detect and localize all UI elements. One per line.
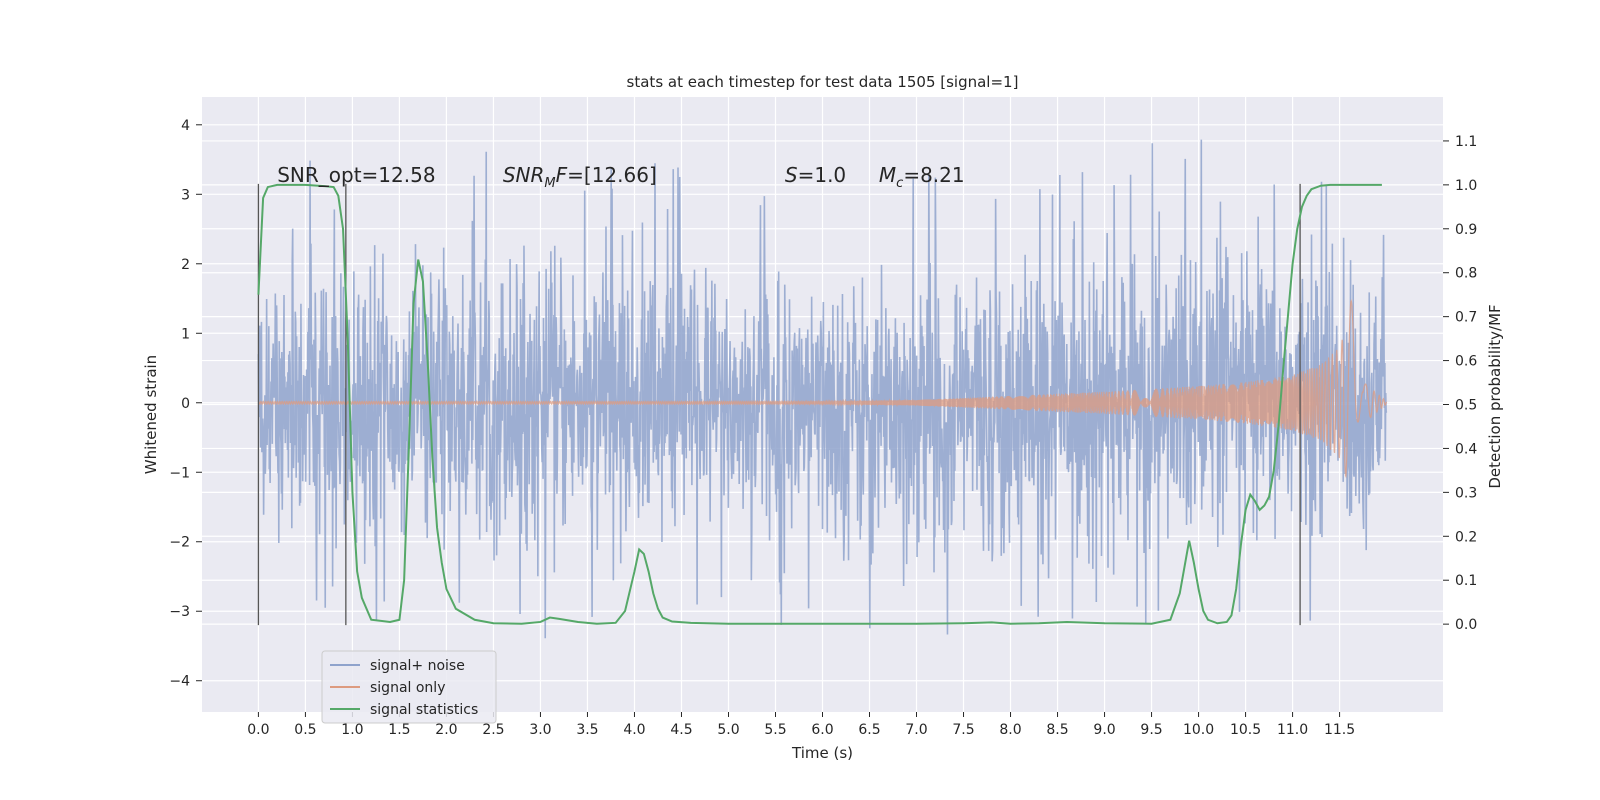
series-layer	[257, 139, 1388, 639]
x-tick-label: 6.0	[811, 722, 833, 738]
legend-box	[321, 650, 497, 724]
y-right-tick-label: 0.3	[1455, 485, 1477, 501]
series-signal-statistics	[257, 183, 1382, 625]
x-tick-label: 10.0	[1183, 722, 1214, 738]
x-tick-label: 11.0	[1277, 722, 1308, 738]
y-axis-right-ticks: 0.0 0.1 0.2 0.3 0.4 0.5 0.6 0.7 0.8 0.9 1.0 1.1	[1443, 134, 1477, 633]
x-tick-label: 8.0	[999, 722, 1021, 738]
y-axis-left-ticks: −4 −3 −2 −1 0 1 2 3 4	[169, 118, 202, 690]
y-right-tick-label: 0.0	[1455, 617, 1477, 633]
y-right-tick-label: 0.8	[1455, 266, 1477, 282]
series-signal-noise	[257, 139, 1388, 639]
x-tick-label: 9.0	[1093, 722, 1115, 738]
y-left-tick-label: −2	[169, 535, 190, 551]
y-axis-left-label: Whitened strain	[142, 355, 160, 474]
annotation-2: S=1.0	[785, 163, 846, 187]
x-tick-label: 5.5	[764, 722, 786, 738]
y-left-tick-label: 3	[181, 187, 190, 203]
x-tick-label: 9.5	[1140, 722, 1162, 738]
x-tick-label: 11.5	[1324, 722, 1355, 738]
y-right-tick-label: 0.9	[1455, 222, 1477, 238]
x-tick-label: 6.5	[858, 722, 880, 738]
y-right-tick-label: 1.1	[1455, 134, 1477, 150]
x-axis-label: Time (s)	[791, 744, 853, 762]
y-right-tick-label: 0.4	[1455, 441, 1477, 457]
y-right-tick-label: 0.7	[1455, 310, 1477, 326]
y-left-tick-label: −1	[169, 465, 190, 481]
x-tick-label: 8.5	[1046, 722, 1068, 738]
annotations: SNR_opt=12.58 SNRMF=[12.66] S=1.0 Mc=8.21	[277, 163, 964, 191]
legend-label-2: signal statistics	[370, 702, 478, 718]
y-left-tick-label: −4	[169, 674, 190, 690]
annotation-3: Mc=8.21	[879, 163, 965, 191]
y-right-tick-label: 0.2	[1455, 529, 1477, 545]
x-tick-label: 7.5	[952, 722, 974, 738]
y-axis-right-label: Detection probability/MF	[1486, 304, 1504, 488]
x-tick-label: 0.0	[247, 722, 269, 738]
y-right-tick-label: 0.6	[1455, 354, 1477, 370]
x-tick-label: 10.5	[1230, 722, 1261, 738]
legend: signal+ noise signal only signal statistic…	[321, 650, 497, 724]
x-tick-label: 5.0	[717, 722, 739, 738]
x-tick-label: 7.0	[905, 722, 927, 738]
x-tick-label: 2.5	[482, 722, 504, 738]
y-right-tick-label: 1.0	[1455, 178, 1477, 194]
x-tick-label: 1.0	[341, 722, 363, 738]
x-tick-label: 3.0	[529, 722, 551, 738]
annotation-0: SNR_opt=12.58	[277, 163, 435, 187]
chart-title: stats at each timestep for test data 150…	[627, 73, 1019, 91]
series-signal-only	[257, 298, 1388, 479]
x-tick-label: 3.5	[576, 722, 598, 738]
x-tick-label: 2.0	[435, 722, 457, 738]
y-right-tick-label: 0.1	[1455, 573, 1477, 589]
y-left-tick-label: 2	[181, 257, 190, 273]
x-axis-ticks: 0.0 0.5 1.0 1.5 2.0 2.5 3.0 3.5 4.0 4.5 5.0 5.5 6.0 6…	[247, 712, 1355, 738]
y-right-tick-label: 0.5	[1455, 398, 1477, 414]
legend-label-1: signal only	[370, 680, 445, 696]
x-tick-label: 4.0	[623, 722, 645, 738]
y-left-tick-label: 4	[181, 118, 190, 134]
y-left-tick-label: −3	[169, 604, 190, 620]
legend-label-0: signal+ noise	[370, 658, 465, 674]
annotation-1: SNRMF=[12.66]	[503, 163, 657, 191]
x-tick-label: 0.5	[294, 722, 316, 738]
x-tick-label: 1.5	[388, 722, 410, 738]
vlines	[257, 183, 1301, 626]
x-tick-label: 4.5	[670, 722, 692, 738]
y-left-tick-label: 0	[181, 396, 190, 412]
y-left-tick-label: 1	[181, 326, 190, 342]
